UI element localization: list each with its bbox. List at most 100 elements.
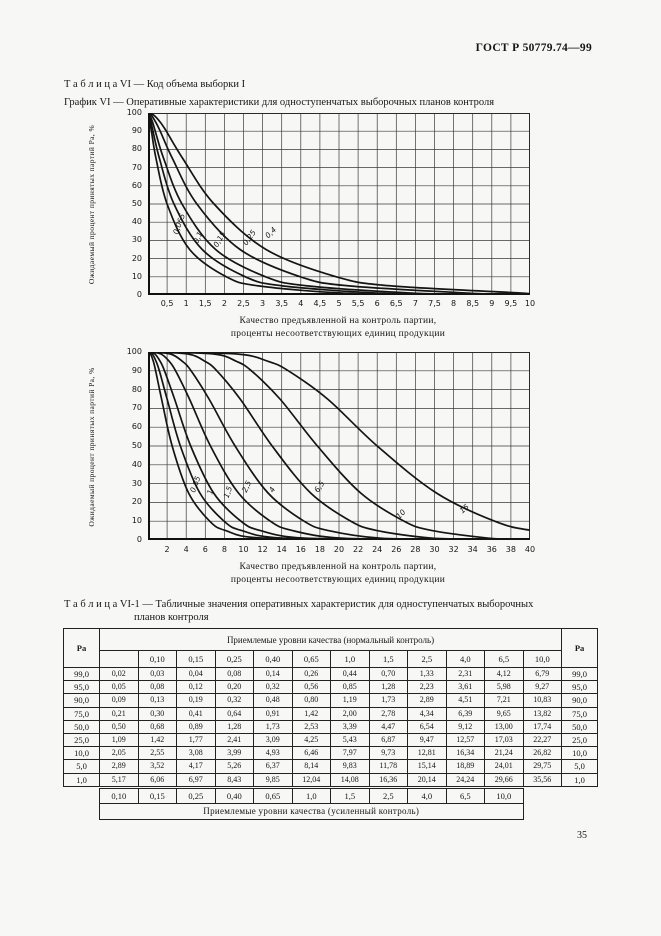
table-cell: 5,17	[99, 772, 139, 787]
aql-normal-cell: 0,65	[291, 650, 331, 668]
table-cell: 6,87	[368, 732, 408, 748]
normal-control-header: Приемлемые уровни качества (нормальный к…	[98, 628, 563, 651]
table-cell: 7,21	[484, 693, 524, 708]
aql-normal-cell: 1,0	[330, 650, 370, 668]
x-tick-label: 7	[412, 299, 418, 308]
aql-normal-cell	[99, 650, 139, 668]
table-cell: 5,26	[214, 759, 254, 774]
x-tick-label: 20	[333, 545, 345, 554]
table-cell: 2,55	[137, 746, 177, 761]
table-cell: 3,52	[137, 759, 177, 774]
table-cell: 9,12	[445, 719, 485, 734]
y-tick-label: 80	[131, 384, 142, 394]
pa-value-left: 75,0	[63, 706, 100, 721]
table-cell: 9,27	[522, 680, 563, 695]
pa-value-left: 90,0	[63, 693, 100, 708]
y-tick-label: 60	[131, 180, 142, 190]
x-tick-label: 6	[374, 299, 380, 308]
table-cell: 1,42	[137, 732, 177, 748]
x-tick-label: 6,5	[389, 299, 403, 308]
table-cell: 2,89	[99, 759, 139, 774]
table-cell: 29,75	[522, 759, 563, 774]
table-vi1-caption-line1: Т а б л и ц а VI-1 — Табличные значения …	[64, 599, 534, 610]
x-tick-label: 22	[353, 545, 364, 554]
x-tick-label: 9,5	[504, 299, 518, 308]
table-cell: 13,00	[484, 719, 524, 734]
table-cell: 24,01	[484, 759, 524, 774]
y-tick-label: 50	[131, 199, 142, 208]
table-cell: 0,03	[137, 666, 177, 682]
chart1-x-axis-caption-line2: проценты несоответствующих единиц продук…	[230, 329, 446, 339]
table-cell: 6,54	[407, 719, 447, 734]
grafik-vi-caption: График VI — Оперативные характеристики д…	[64, 97, 495, 108]
table-cell: 6,79	[522, 666, 563, 682]
table-row: 10,0 2,05 2,55 3,08 3,99 4,93 6,46 7,97 9,73 12,8…	[63, 746, 599, 761]
table-cell: 0,09	[99, 693, 139, 708]
table-cell: 4,12	[484, 666, 524, 682]
aql-normal-cell: 0,15	[176, 650, 216, 668]
table-cell: 2,78	[368, 706, 408, 721]
table-cell: 0,02	[99, 666, 139, 682]
aql-tightened-cell: 0,15	[137, 787, 177, 804]
aql-tightened-cell: 0,65	[253, 787, 293, 804]
curve-label: 15	[458, 502, 471, 515]
pa-value-right: 50,0	[561, 719, 599, 734]
table-cell: 0,85	[330, 680, 370, 695]
table-cell: 3,09	[253, 732, 293, 748]
curve-label: 1	[205, 488, 215, 495]
x-tick-label: 4,5	[313, 299, 327, 308]
table-cell: 0,41	[176, 706, 216, 721]
table-cell: 9,83	[330, 759, 370, 774]
y-tick-label: 50	[131, 441, 142, 450]
pa-value-left: 95,0	[63, 680, 100, 695]
table-cell: 6,06	[137, 772, 177, 787]
aql-tightened-cell: 0,10	[99, 787, 139, 804]
table-row: 25,0 1,09 1,42 1,77 2,41 3,09 4,25 5,43 6,87 9,47…	[63, 732, 599, 748]
oc-values-table: Pa Приемлемые уровни качества (нормальный…	[63, 628, 599, 787]
pa-value-right: 75,0	[561, 706, 599, 721]
table-cell: 5,98	[484, 680, 524, 695]
aql-normal-cell: 1,5	[368, 650, 408, 668]
table-cell: 3,99	[214, 746, 254, 761]
x-tick-label: 0,5	[160, 299, 174, 308]
pa-value-right: 90,0	[561, 693, 599, 708]
table-row: 1,0 5,17 6,06 6,97 8,43 9,85 12,04 14,08 16,36 20…	[63, 772, 599, 787]
table-cell: 5,43	[330, 732, 370, 748]
curve-label: 6,5	[312, 479, 326, 494]
x-tick-label: 34	[467, 545, 478, 554]
y-tick-label: 40	[131, 459, 142, 469]
pa-corner-right: Pa	[561, 628, 599, 668]
chart2-y-axis-label: Ожидаемый процент принятых партий Pa, %	[87, 367, 96, 527]
table-cell: 0,68	[137, 719, 177, 734]
x-tick-label: 3,5	[275, 299, 289, 308]
y-tick-label: 20	[131, 497, 142, 507]
aql-normal-cell: 10,0	[522, 650, 563, 668]
table-cell: 8,43	[214, 772, 254, 787]
y-tick-label: 0	[136, 535, 142, 544]
y-tick-label: 0	[136, 290, 142, 299]
table-cell: 3,08	[176, 746, 216, 761]
aql-tightened-cell: 6,5	[445, 787, 485, 804]
table-cell: 1,19	[330, 693, 370, 708]
pa-value-left: 50,0	[63, 719, 100, 734]
table-cell: 0,44	[330, 666, 370, 682]
curve-label: 0,1	[191, 230, 204, 245]
chart1-y-axis-label: Ожидаемый процент принятых партий Pa, %	[87, 124, 96, 285]
table-row: 50,0 0,50 0,68 0,89 1,28 1,73 2,53 3,39 4,47 6,54…	[63, 719, 599, 734]
x-tick-label: 7,5	[428, 299, 441, 308]
x-tick-label: 16	[295, 545, 306, 554]
curve-label: 4	[267, 485, 277, 494]
chart2-x-axis-caption-line2: проценты несоответствующих единиц продук…	[230, 575, 446, 585]
x-tick-label: 12	[257, 545, 268, 554]
table-cell: 0,04	[176, 666, 216, 682]
oc-curve-0,25	[148, 113, 530, 295]
x-tick-label: 6	[202, 545, 208, 554]
table-cell: 2,05	[99, 746, 139, 761]
table-cell: 2,23	[407, 680, 447, 695]
aql-normal-cell: 0,25	[214, 650, 254, 668]
table-cell: 3,61	[445, 680, 485, 695]
pa-value-right: 25,0	[561, 732, 599, 748]
x-tick-label: 30	[429, 545, 440, 554]
table-vi-caption: Т а б л и ц а VI — Код объема выборки I	[64, 79, 246, 90]
pa-value-right: 10,0	[561, 746, 599, 761]
